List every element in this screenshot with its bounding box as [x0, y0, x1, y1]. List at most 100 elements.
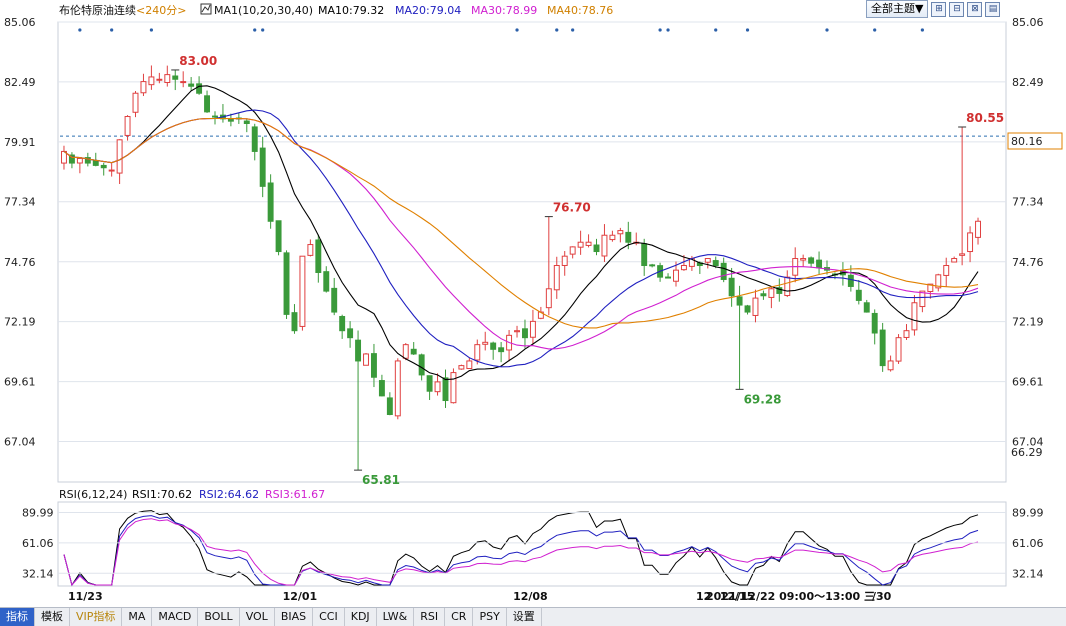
candle-body — [959, 253, 966, 256]
price-tick-left: 79.91 — [4, 136, 36, 149]
tab-kdj[interactable]: KDJ — [345, 608, 377, 626]
event-markers — [78, 28, 924, 32]
event-marker — [666, 28, 670, 32]
candle-body — [943, 265, 950, 276]
price-chart[interactable]: 85.06 82.49 79.91 77.34 74.76 72.19 69.61 67.04… — [0, 0, 1066, 607]
candle-body — [649, 264, 656, 267]
legend-icon-glyph — [201, 4, 211, 13]
candle-body — [744, 305, 751, 313]
tab-boll[interactable]: BOLL — [198, 608, 240, 626]
tab-psy[interactable]: PSY — [473, 608, 507, 626]
zoom-out-icon[interactable]: ⊟ — [949, 1, 965, 17]
date-label: 12/15 — [720, 590, 755, 603]
candle-body — [204, 95, 211, 113]
candle-body — [561, 255, 568, 266]
candle-body — [68, 154, 75, 164]
rsi-tick-left: 89.99 — [22, 507, 54, 520]
moving-average-lines — [63, 85, 979, 381]
candle-body — [704, 258, 711, 263]
event-marker — [714, 28, 718, 32]
candle-body — [951, 258, 958, 263]
candle-body — [394, 360, 401, 417]
candle-body — [370, 353, 377, 378]
event-marker — [149, 28, 154, 32]
rsi-tick-left: 32.14 — [22, 567, 54, 580]
tab-bias[interactable]: BIAS — [275, 608, 314, 626]
annotation-label: 80.55 — [966, 111, 1004, 125]
fit-icon[interactable]: ⊠ — [967, 1, 983, 17]
candle-body — [100, 164, 107, 169]
tab-cci[interactable]: CCI — [313, 608, 345, 626]
candle-body — [490, 342, 497, 350]
rsi3-line — [63, 518, 979, 587]
rsi1-line — [63, 510, 979, 587]
price-axis-left: 85.06 82.49 79.91 77.34 74.76 72.19 69.61 67.04 — [4, 16, 36, 448]
tab-indicators[interactable]: 指标 — [0, 608, 35, 626]
rsi2-value: RSI2:64.62 — [199, 488, 259, 501]
rsi-tick-right: 32.14 — [1012, 567, 1044, 580]
zoom-in-icon[interactable]: ⊞ — [931, 1, 947, 17]
candle-body — [514, 330, 520, 333]
rsi-tick-left: 61.06 — [22, 537, 54, 550]
candle-body — [116, 139, 123, 174]
tab-templates[interactable]: 模板 — [35, 608, 70, 626]
tab-vip-indicators[interactable]: VIP指标 — [70, 608, 123, 626]
grid-lines — [58, 21, 1006, 442]
current-price-label: 80.16 — [1011, 135, 1043, 148]
candle-body — [124, 116, 131, 136]
tab-vol[interactable]: VOL — [240, 608, 275, 626]
price-annotations: 83.00 65.81 76.70 69.28 80.55 — [171, 54, 1004, 487]
theme-select[interactable]: 全部主题▼ — [866, 0, 929, 18]
price-tick-right: 77.34 — [1012, 196, 1044, 209]
tab-rsi[interactable]: RSI — [414, 608, 446, 626]
candle-body — [609, 234, 616, 241]
layout-icon[interactable]: ▤ — [985, 1, 1001, 17]
price-tick-right: 85.06 — [1012, 16, 1044, 29]
candle-body — [625, 231, 632, 243]
candle-body — [299, 255, 306, 327]
tab-lw[interactable]: LW& — [377, 608, 415, 626]
ma40-line — [63, 117, 979, 329]
tab-ma[interactable]: MA — [122, 608, 153, 626]
event-marker — [571, 28, 575, 32]
candle-body — [363, 353, 369, 366]
rsi-label: RSI(6,12,24) — [59, 488, 127, 501]
ma-label: MA1(10,20,30,40) — [214, 4, 313, 17]
price-tick-right: 82.49 — [1012, 76, 1044, 89]
event-marker — [555, 28, 559, 32]
date-label: 12/08 — [513, 590, 548, 603]
candle-body — [752, 297, 759, 316]
ma10-value: MA10:79.32 — [318, 4, 384, 17]
price-tick-left: 82.49 — [4, 76, 36, 89]
event-marker — [745, 28, 750, 32]
price-tick-right: 69.61 — [1012, 376, 1044, 389]
candle-body — [816, 259, 823, 269]
candle-body — [879, 329, 886, 367]
candle-body — [84, 157, 91, 164]
candle-body — [442, 377, 449, 402]
candle-body — [339, 315, 346, 332]
candle-body — [760, 293, 767, 297]
tab-settings[interactable]: 设置 — [507, 608, 542, 626]
price-tick-left: 74.76 — [4, 256, 36, 269]
tab-cr[interactable]: CR — [445, 608, 474, 626]
candle-body — [140, 81, 147, 94]
candle-body — [410, 348, 417, 355]
top-controls: 全部主题▼ ⊞ ⊟ ⊠ ▤ — [866, 0, 1001, 18]
candle-body — [673, 269, 679, 282]
date-label: 12 — [696, 590, 711, 603]
tab-macd[interactable]: MACD — [152, 608, 199, 626]
candle-body — [577, 241, 584, 248]
candle-body — [847, 274, 854, 287]
ma30-line — [63, 117, 979, 350]
candle-body — [736, 296, 743, 306]
rsi-tick-right: 89.99 — [1012, 507, 1044, 520]
candlestick-series — [61, 65, 981, 471]
ma30-value: MA30:78.99 — [471, 4, 537, 17]
event-marker — [261, 28, 265, 32]
event-marker — [825, 28, 829, 32]
price-tick-left: 67.04 — [4, 435, 36, 448]
candle-body — [386, 397, 393, 415]
candle-body — [251, 126, 258, 152]
price-tick-left: 72.19 — [4, 316, 36, 329]
